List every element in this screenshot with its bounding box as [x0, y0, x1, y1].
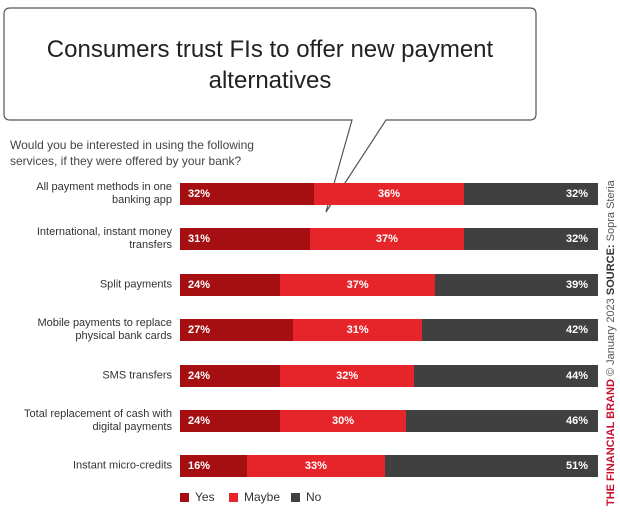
bar: [313, 183, 465, 205]
bar: [180, 410, 281, 432]
bar: [280, 364, 415, 387]
value-label: 31%: [188, 233, 211, 246]
value-label: 32%: [188, 188, 211, 200]
bar: [280, 410, 406, 432]
value-label: 36%: [377, 188, 400, 200]
bar: [180, 319, 293, 342]
value-label: 44%: [565, 369, 588, 382]
value-label: 31%: [346, 324, 369, 337]
value-label: 32%: [565, 188, 588, 200]
value-label: 16%: [188, 460, 211, 473]
value-label: 37%: [375, 233, 398, 246]
bar: [309, 228, 465, 251]
value-label: 27%: [188, 324, 211, 337]
value-label: 30%: [331, 415, 355, 427]
value-label: 37%: [346, 278, 369, 291]
value-label: 32%: [565, 233, 588, 246]
bar: [464, 183, 598, 205]
bar: [384, 455, 598, 478]
bar: [414, 364, 598, 387]
chart-title: Consumers trust FIs to offer new payment…: [46, 36, 494, 94]
y-tick-label: International, instant money transfers: [36, 226, 172, 252]
bar: [246, 455, 385, 478]
y-tick-label: SMS transfers: [102, 369, 172, 382]
bar: [280, 273, 435, 296]
legend-item: Yes: [180, 490, 215, 504]
legend-swatch: [229, 492, 238, 502]
y-tick-label: All payment methods in one banking app: [36, 181, 172, 206]
y-tick-label: Total replacement of cash with digital p…: [24, 408, 172, 433]
bar: [405, 410, 598, 432]
brand: THE FINANCIAL BRAND: [605, 379, 617, 506]
source-label: SOURCE:: [605, 244, 617, 295]
legend-item: Maybe: [229, 490, 280, 504]
y-tick-label: Instant micro-credits: [72, 459, 172, 472]
value-label: 33%: [304, 460, 327, 473]
date-note: © January 2023: [605, 298, 617, 376]
bar: [434, 273, 598, 296]
value-label: 46%: [565, 415, 588, 427]
value-label: 39%: [565, 278, 588, 291]
value-label: 32%: [336, 369, 359, 382]
legend-swatch: [180, 492, 189, 502]
bar: [292, 319, 423, 342]
bar: [464, 228, 598, 251]
legend-label: Maybe: [244, 490, 281, 504]
legend-label: No: [306, 490, 322, 504]
value-label: 51%: [565, 460, 588, 473]
side-note: THE FINANCIAL BRAND © January 2023 SOURC…: [605, 179, 617, 506]
source: Sopra Steria: [605, 179, 617, 241]
legend-item: No: [291, 490, 321, 504]
value-label: 24%: [188, 369, 211, 382]
value-label: 42%: [565, 324, 588, 337]
legend-swatch: [291, 492, 300, 502]
bar: [180, 228, 310, 251]
y-tick-label: Split payments: [99, 278, 172, 291]
speech-bubble: [3, 7, 537, 213]
value-label: 24%: [188, 278, 211, 291]
chart-subtitle: Would you be interested in using the fol…: [10, 138, 254, 168]
y-tick-label: Mobile payments to replace physical bank…: [37, 317, 172, 343]
bar: [180, 273, 281, 296]
bar: [180, 455, 247, 478]
bar: [180, 183, 314, 205]
value-label: 24%: [188, 415, 211, 427]
legend-label: Yes: [195, 490, 215, 504]
bar: [180, 364, 281, 387]
bar: [422, 319, 598, 342]
